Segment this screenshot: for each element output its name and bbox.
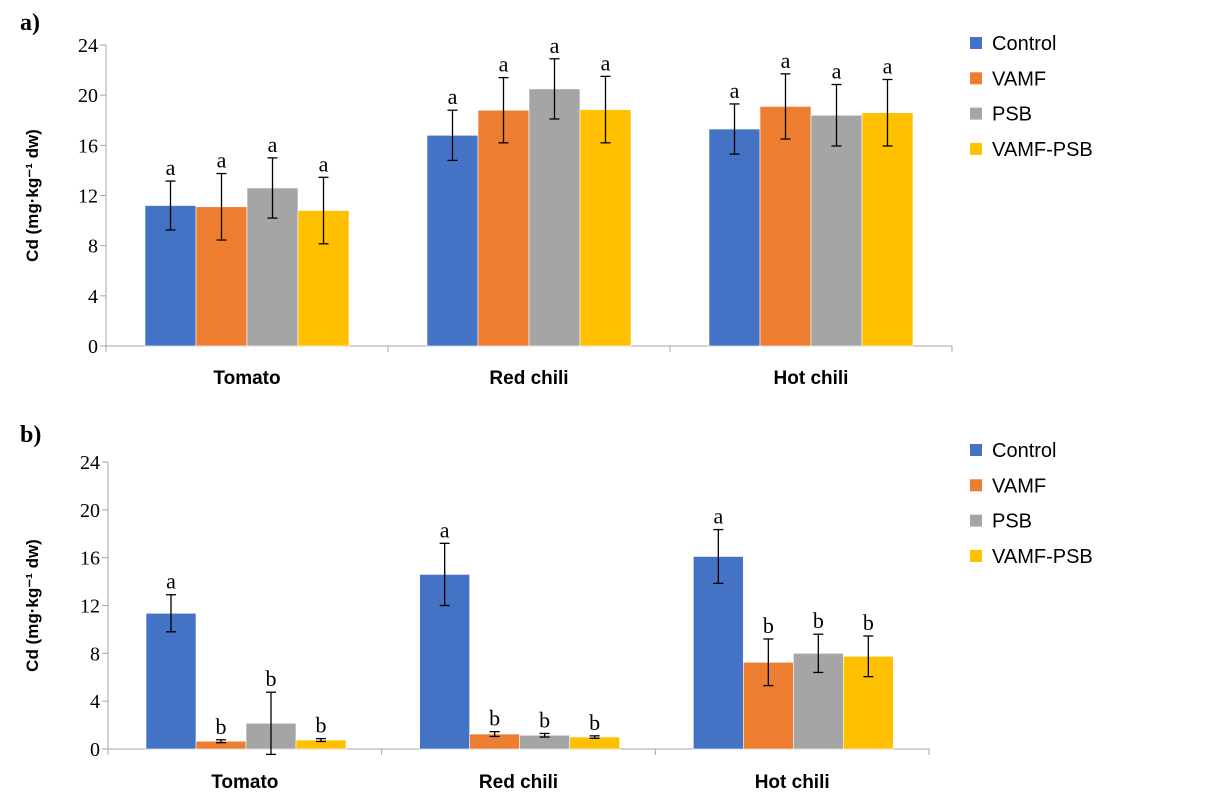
y-tick-label: 12 [78, 186, 98, 208]
panel-label: a) [20, 10, 40, 36]
significance-letter: a [217, 148, 227, 173]
y-tick-label: 0 [90, 739, 100, 761]
legend-swatch-vamf [970, 72, 982, 85]
significance-letter: a [550, 33, 560, 58]
x-tick-label: Tomato [213, 368, 280, 389]
bar-control [708, 128, 761, 347]
significance-letter: a [781, 48, 791, 73]
y-tick-label: 8 [90, 643, 100, 665]
significance-letter: a [448, 84, 458, 109]
x-tick-label: Hot chili [774, 368, 849, 389]
legend-swatch-vamf-psb [970, 142, 982, 155]
y-tick-label: 16 [80, 548, 100, 570]
significance-letter: b [763, 613, 774, 638]
x-tick-label: Red chili [479, 772, 558, 793]
y-axis-title: Cd (mg·kg⁻¹ dw) [23, 129, 42, 262]
significance-letter: b [813, 608, 824, 633]
bar-psb [528, 88, 581, 347]
legend-swatch-vamf [970, 479, 982, 492]
panel-label: b) [20, 422, 41, 448]
legend-label: Control [992, 440, 1056, 462]
legend-swatch-vamf-psb [970, 549, 982, 562]
chart-panel-b: b) Cd (mg·kg⁻¹ dw) 0 4 8 12 16 20 24 Tomato Red ch… [20, 422, 1093, 793]
y-tick-label: 8 [88, 236, 98, 258]
significance-letter: b [316, 713, 327, 738]
legend-label: VAMF-PSB [992, 139, 1093, 161]
significance-letter: b [863, 610, 874, 635]
significance-letter: b [216, 714, 227, 739]
bar-vamf-psb [579, 109, 632, 347]
x-tick-label: Hot chili [755, 772, 830, 793]
significance-letter: a [713, 504, 723, 529]
y-tick-label: 20 [78, 85, 98, 107]
legend-label: VAMF [992, 68, 1046, 90]
significance-letter: a [440, 517, 450, 542]
legend-label: VAMF [992, 475, 1046, 497]
legend-swatch-control [970, 444, 982, 456]
x-tick-label: Red chili [489, 368, 568, 389]
bar-control [145, 612, 197, 750]
bar-vamf [759, 106, 812, 347]
significance-letter: a [730, 78, 740, 103]
significance-letter: a [601, 50, 611, 75]
bar-control [426, 135, 479, 347]
chart-panel-a: a) Cd (mg·kg⁻¹ dw) 0 4 8 12 16 20 24 Tomato Red ch… [20, 10, 1093, 389]
significance-letter: a [166, 569, 176, 594]
y-tick-label: 0 [88, 336, 98, 358]
significance-letter: a [832, 59, 842, 84]
y-tick-label: 4 [88, 286, 98, 308]
y-tick-label: 4 [90, 691, 100, 713]
significance-letter: b [539, 707, 550, 732]
y-tick-label: 12 [80, 596, 100, 618]
significance-letter: b [589, 710, 600, 735]
significance-letter: a [499, 52, 509, 77]
y-tick-label: 24 [78, 35, 98, 57]
significance-letter: a [883, 53, 893, 78]
x-tick-label: Tomato [211, 772, 278, 793]
legend-swatch-control [970, 37, 982, 49]
significance-letter: a [268, 132, 278, 157]
bar-vamf [477, 109, 530, 347]
y-tick-label: 24 [80, 452, 100, 474]
legend-swatch-psb [970, 514, 982, 527]
significance-letter: b [266, 666, 277, 691]
legend-swatch-psb [970, 107, 982, 120]
bar-psb [810, 114, 863, 347]
y-axis-title: Cd (mg·kg⁻¹ dw) [23, 539, 42, 672]
legend-label: PSB [992, 104, 1032, 126]
significance-letter: a [166, 155, 176, 180]
legend-label: VAMF-PSB [992, 546, 1093, 568]
y-tick-label: 20 [80, 500, 100, 522]
bar-vamf-psb [861, 112, 914, 347]
y-tick-label: 16 [78, 135, 98, 157]
significance-letter: a [319, 151, 329, 176]
legend-label: Control [992, 33, 1056, 55]
legend-label: PSB [992, 511, 1032, 533]
bar-control [693, 556, 744, 750]
significance-letter: b [489, 706, 500, 731]
